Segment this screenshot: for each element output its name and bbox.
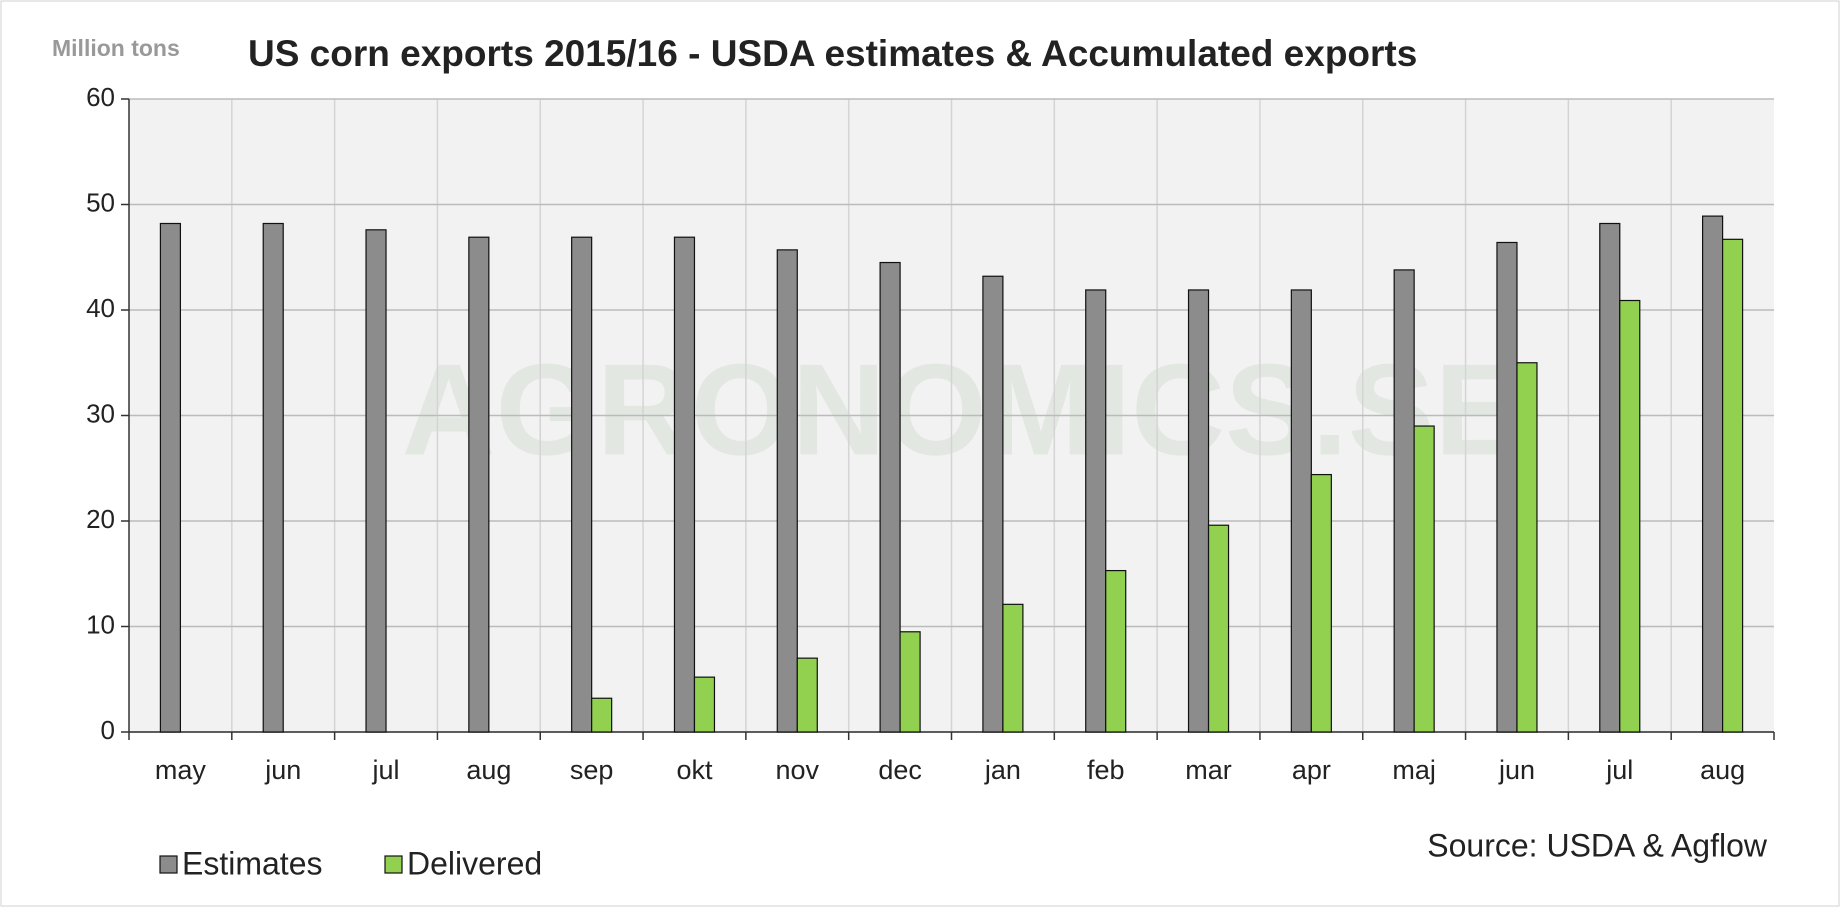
y-axis-label: Million tons (52, 35, 180, 61)
bar (571, 236, 593, 733)
x-tick-label: jul (1605, 755, 1633, 785)
x-tick-label: feb (1087, 755, 1125, 785)
y-tick-label: 50 (86, 187, 115, 217)
x-tick-label: okt (676, 755, 713, 785)
y-tick-label: 20 (86, 504, 115, 534)
x-tick-label: jun (264, 755, 301, 785)
bar (899, 631, 921, 733)
bar (1516, 362, 1538, 733)
bar (1619, 299, 1641, 733)
legend-swatch (384, 855, 403, 874)
bar (159, 222, 182, 733)
bar (365, 229, 387, 733)
bar (1599, 222, 1621, 733)
bar (982, 275, 1004, 733)
bar (1701, 215, 1724, 733)
legend-label: Estimates (182, 845, 322, 881)
y-tick-label: 60 (86, 82, 115, 112)
bar (673, 236, 696, 733)
x-tick-label: dec (878, 755, 922, 785)
chart-title: US corn exports 2015/16 - USDA estimates… (248, 33, 1417, 74)
legend-swatch (159, 855, 178, 874)
bar (591, 697, 613, 733)
bar (1413, 425, 1435, 733)
bar (1310, 473, 1332, 733)
bar (1393, 269, 1415, 733)
bar (879, 261, 901, 733)
bar (776, 249, 798, 733)
x-tick-label: maj (1392, 755, 1436, 785)
bar (796, 657, 818, 733)
x-tick-label: nov (776, 755, 820, 785)
bar (1187, 289, 1210, 733)
bar (1207, 524, 1230, 733)
y-tick-label: 30 (86, 398, 115, 428)
x-tick-label: sep (570, 755, 614, 785)
y-tick-label: 40 (86, 293, 115, 323)
x-tick-label: jun (1498, 755, 1535, 785)
bar (262, 222, 284, 733)
bar (1085, 289, 1107, 733)
x-tick-label: jul (372, 755, 400, 785)
bar (1290, 289, 1312, 733)
x-tick-label: apr (1292, 755, 1331, 785)
bar (693, 676, 716, 733)
watermark: AGRONOMICS.SE (402, 336, 1522, 482)
bar (1105, 569, 1127, 733)
x-tick-label: aug (1700, 755, 1745, 785)
x-tick-label: may (155, 755, 207, 785)
x-tick-label: aug (466, 755, 511, 785)
x-tick-label: mar (1185, 755, 1232, 785)
bar (1721, 238, 1744, 733)
bar (468, 236, 490, 733)
y-tick-label: 0 (101, 715, 115, 745)
x-tick-label: jan (984, 755, 1021, 785)
y-tick-label: 10 (86, 609, 115, 639)
source: Source: USDA & Agflow (1427, 827, 1768, 863)
legend-label: Delivered (407, 845, 542, 881)
bar (1002, 603, 1024, 733)
bar (1496, 241, 1518, 733)
